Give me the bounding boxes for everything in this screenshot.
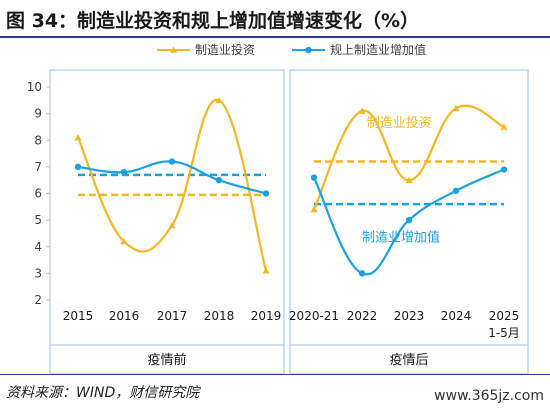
x-tick-label: 2018 [204, 309, 235, 323]
x-tick-sublabel: 1-5月 [488, 326, 520, 340]
manufacturing-point [310, 205, 318, 213]
x-tick-label: 2025 [489, 309, 520, 323]
y-tick-label: 10 [27, 80, 42, 94]
legend-industrial-marker [305, 46, 312, 54]
manufacturing-point [358, 107, 366, 114]
y-axis: 2 3 4 5 6 7 8 9 10 [27, 80, 51, 307]
industrial-value-added-line [77, 160, 267, 195]
legend-manufacturing-label: 制造业投资 [195, 42, 255, 57]
x-tick-label: 2022 [347, 309, 378, 323]
chart-title: 图 34：制造业投资和规上增加值增速变化（%） [6, 10, 420, 32]
manufacturing-point [168, 221, 176, 229]
y-tick-label: 3 [34, 266, 42, 280]
x-axis-labels: 2015 2016 2017 2018 2019 2020-21 2022 2023 2024 2… [63, 309, 520, 340]
industrial-point [452, 187, 460, 195]
industrial-point [262, 190, 270, 197]
industrial-point [168, 158, 176, 165]
industrial-point [310, 174, 318, 181]
group-labels: 疫情前 疫情后 [147, 352, 428, 368]
y-tick-label: 7 [34, 160, 42, 174]
series-lines [76, 99, 505, 276]
average-lines [78, 160, 504, 206]
y-tick-label: 2 [34, 293, 42, 307]
panel-frame [289, 69, 529, 374]
series-markers [74, 96, 508, 277]
manufacturing-point [262, 267, 270, 274]
y-tick-label: 6 [34, 187, 42, 201]
y-tick-label: 5 [34, 213, 42, 227]
manufacturing-point [74, 134, 82, 141]
source-divider [0, 374, 550, 375]
industrial-point [74, 163, 82, 171]
manufacturing-point [452, 104, 460, 112]
industrial-point [120, 169, 128, 176]
source-note: 资料来源：WIND，财信研究院 [6, 385, 200, 401]
x-tick-label: 2024 [441, 309, 472, 323]
y-tick-label: 9 [34, 107, 42, 121]
x-tick-label: 2016 [109, 309, 140, 323]
title-divider [0, 36, 550, 38]
manufacturing-point [215, 96, 223, 104]
legend-industrial-label: 规上制造业增加值 [330, 42, 426, 57]
manufacturing-point [405, 176, 413, 183]
y-tick-label: 8 [34, 133, 42, 147]
industrial-point [215, 176, 223, 184]
series-annotation: 制造业投资 [367, 115, 432, 131]
legend: 制造业投资 规上制造业增加值 [157, 42, 426, 57]
industrial-point [500, 166, 508, 173]
x-tick-label: 2023 [394, 309, 425, 323]
industrial-point [405, 216, 413, 224]
x-tick-label: 2019 [251, 309, 282, 323]
watermark: www.365jz.com [434, 388, 544, 404]
group-label: 疫情前 [147, 352, 186, 368]
legend-manufacturing-marker [170, 46, 177, 53]
group-label: 疫情后 [389, 352, 428, 368]
series-annotation: 制造业增加值 [362, 229, 440, 245]
chart-frame [49, 69, 529, 374]
panel-frame [49, 69, 285, 374]
industrial-point [358, 270, 366, 277]
x-tick-label: 2015 [63, 309, 94, 323]
x-tick-label: 2017 [157, 309, 188, 323]
manufacturing-point [120, 237, 128, 245]
manufacturing-point [500, 123, 508, 130]
x-tick-label: 2020-21 [289, 309, 339, 323]
industrial-value-added-line [313, 168, 505, 276]
manufacturing-investment-line [76, 99, 268, 271]
y-tick-label: 4 [34, 240, 42, 254]
